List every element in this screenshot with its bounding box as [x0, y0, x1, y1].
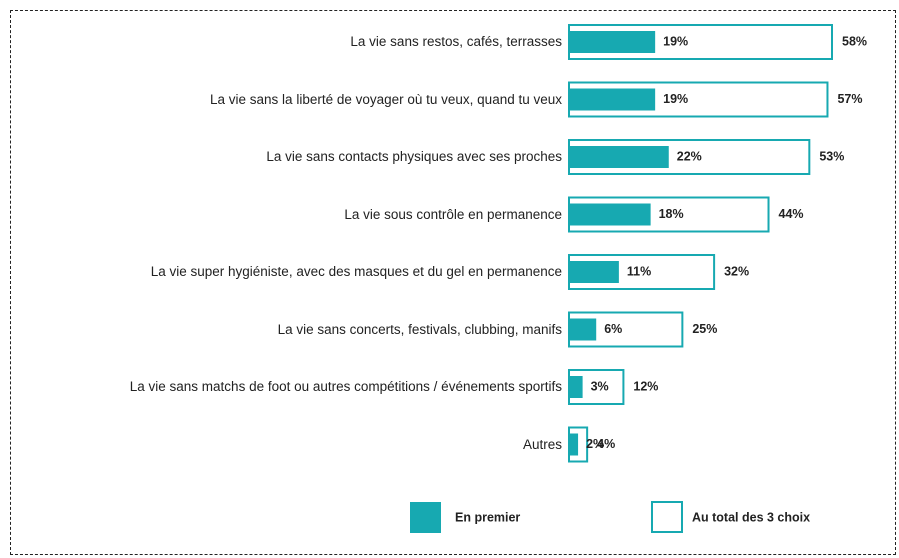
category-label: La vie sans la liberté de voyager où tu …: [210, 91, 562, 107]
first-value-label: 19%: [663, 92, 688, 106]
first-bar: [569, 203, 651, 226]
legend-label: En premier: [455, 510, 520, 524]
legend-swatch: [410, 502, 441, 533]
total-value-label: 57%: [837, 92, 862, 106]
total-value-label: 58%: [842, 34, 867, 48]
first-value-label: 18%: [659, 207, 684, 221]
total-value-label: 25%: [692, 322, 717, 336]
total-value-label: 12%: [633, 379, 658, 393]
category-label: La vie sans contacts physiques avec ses …: [266, 149, 562, 164]
total-value-label: 44%: [779, 207, 804, 221]
first-bar: [569, 88, 656, 111]
first-value-label: 3%: [591, 379, 609, 393]
first-bar: [569, 146, 669, 168]
first-bar: [569, 261, 619, 283]
category-label: La vie sans restos, cafés, terrasses: [350, 34, 562, 49]
first-value-label: 19%: [663, 34, 688, 48]
first-value-label: 22%: [677, 149, 702, 163]
category-label: La vie sous contrôle en permanence: [344, 206, 562, 222]
category-label: La vie sans concerts, festivals, clubbin…: [277, 321, 562, 337]
category-label: Autres: [522, 436, 562, 452]
total-value-label: 4%: [597, 437, 615, 451]
first-bar: [569, 318, 597, 341]
category-label: La vie sans matchs de foot ou autres com…: [129, 379, 562, 394]
first-value-label: 11%: [627, 264, 651, 278]
total-value-label: 32%: [724, 264, 749, 278]
legend-swatch: [651, 501, 683, 533]
first-value-label: 2%: [586, 437, 604, 451]
first-bar: [569, 376, 583, 398]
dashed-frame: [10, 10, 896, 555]
category-label: La vie super hygiéniste, avec des masque…: [150, 264, 562, 279]
legend-label: Au total des 3 choix: [692, 510, 810, 524]
first-value-label: 6%: [604, 322, 622, 336]
total-value-label: 53%: [819, 149, 844, 163]
first-bar: [569, 31, 656, 53]
first-bar: [569, 433, 579, 456]
